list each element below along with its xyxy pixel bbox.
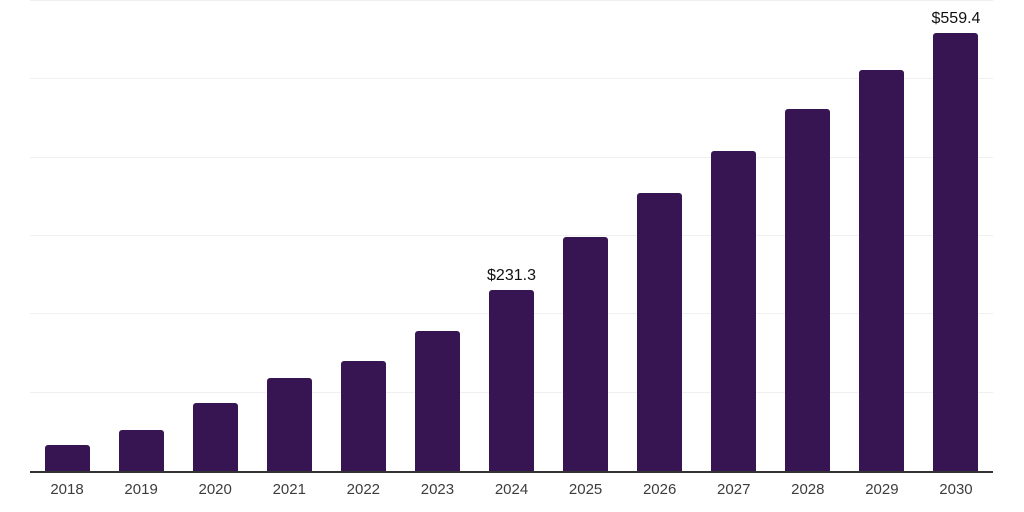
x-tick-label-2022: 2022 [346, 481, 381, 498]
bar-2029 [859, 70, 905, 471]
x-tick-label-2021: 2021 [272, 481, 306, 498]
bar-slot [771, 1, 845, 471]
bar-2028 [785, 109, 831, 471]
x-tick-label-2029: 2029 [865, 481, 899, 498]
bar-2023 [414, 330, 460, 471]
bar-2020 [192, 403, 238, 471]
bar-2024 [489, 289, 534, 471]
bar-value-label: $559.4 [931, 10, 981, 28]
bar-slot [104, 1, 178, 471]
bar-value-label: $231.3 [487, 267, 536, 285]
x-tick-label-2020: 2020 [198, 481, 232, 498]
x-tick-label-2025: 2025 [568, 481, 603, 498]
gridline [30, 78, 993, 80]
gridline [30, 0, 993, 1]
bar-2027 [711, 150, 757, 471]
gridline [30, 156, 993, 158]
x-tick-label-2030: 2030 [939, 481, 973, 498]
x-tick-label-2024: 2024 [494, 481, 529, 498]
bar-2026 [637, 193, 683, 471]
bar-slot: $231.3 [474, 1, 548, 471]
gridline [30, 235, 993, 236]
bar-2030 [933, 32, 979, 471]
bar-slot [549, 1, 623, 471]
x-tick-label-2019: 2019 [124, 481, 158, 498]
plot-area: $231.3 $559.4 [30, 0, 993, 473]
bar-slot [623, 1, 697, 471]
x-tick-label-2026: 2026 [642, 481, 677, 498]
bar-slot [252, 1, 326, 471]
bar-2018 [44, 444, 90, 471]
x-tick-label-2023: 2023 [420, 481, 455, 498]
bar-slot [400, 1, 474, 471]
bar-2021 [266, 378, 312, 471]
bar-slot [697, 1, 771, 471]
bar-slot [30, 1, 104, 471]
bar-2025 [563, 236, 609, 471]
x-tick-label-2018: 2018 [50, 481, 84, 498]
bar-slot [845, 1, 919, 471]
bar-slot [178, 1, 252, 471]
x-tick-label-2028: 2028 [791, 481, 825, 498]
bars: $231.3 $559.4 [30, 1, 993, 471]
bar-2019 [118, 430, 164, 471]
x-axis: 2018 2019 2020 2021 2022 2023 2024 2025 2026 2027… [30, 481, 993, 498]
bar-slot [326, 1, 400, 471]
bar-slot: $559.4 [919, 1, 993, 471]
bar-2022 [340, 361, 386, 471]
x-tick-label-2027: 2027 [717, 481, 751, 498]
